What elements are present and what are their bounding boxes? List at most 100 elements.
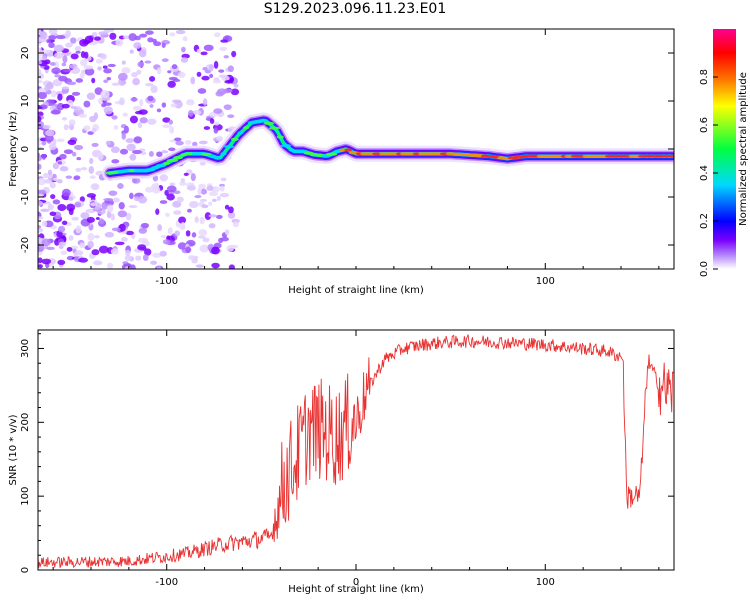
noise-blob xyxy=(48,35,57,41)
noise-blob xyxy=(71,151,77,157)
ridge-peak xyxy=(325,152,338,156)
colorbar-ticks: 0.0 0.2 0.4 0.6 0.8 xyxy=(699,69,718,277)
noise-blob xyxy=(196,48,201,54)
noise-blob xyxy=(166,193,175,201)
noise-blob xyxy=(137,122,143,129)
snr-marks xyxy=(38,334,674,569)
noise-blob xyxy=(48,143,57,151)
noise-blob xyxy=(117,72,128,81)
noise-blob xyxy=(122,35,130,40)
noise-blob xyxy=(118,201,125,210)
noise-blob xyxy=(167,227,173,235)
noise-blob xyxy=(171,99,182,104)
noise-blob xyxy=(57,161,63,165)
noise-blob xyxy=(199,244,210,253)
noise-blob xyxy=(38,87,47,93)
noise-blob xyxy=(185,140,192,145)
noise-blob xyxy=(106,76,112,81)
noise-blob xyxy=(112,197,120,203)
noise-blob xyxy=(126,143,136,152)
ridge-peak xyxy=(412,152,421,156)
noise-blob xyxy=(190,76,196,85)
noise-blob xyxy=(171,64,178,70)
noise-blob xyxy=(129,192,134,200)
noise-blob xyxy=(219,46,228,51)
noise-blob xyxy=(215,214,223,219)
colorbar-tick-label: 0.8 xyxy=(699,69,710,85)
ridge-peak xyxy=(263,121,275,125)
noise-blob xyxy=(106,204,114,213)
noise-blob xyxy=(147,37,154,43)
noise-blob xyxy=(199,216,205,225)
noise-blob xyxy=(213,60,219,69)
noise-blob xyxy=(125,230,134,236)
noise-blob xyxy=(181,46,186,53)
bottom-y-tick-label: 100 xyxy=(20,487,31,506)
noise-blob xyxy=(58,241,67,247)
noise-blob xyxy=(224,229,230,236)
noise-blob xyxy=(49,62,56,66)
noise-blob xyxy=(41,153,46,160)
ridge-peak xyxy=(259,118,268,123)
noise-blob xyxy=(71,216,79,221)
noise-blob xyxy=(233,83,239,88)
noise-blob xyxy=(38,264,43,269)
noise-blob xyxy=(57,203,67,212)
ridge-peak xyxy=(191,152,199,156)
noise-blob xyxy=(100,53,107,60)
noise-blob xyxy=(38,177,46,186)
noise-blob xyxy=(169,32,176,37)
noise-blob xyxy=(48,29,58,35)
noise-blob xyxy=(208,223,216,229)
noise-blob xyxy=(196,71,202,77)
noise-blob xyxy=(198,140,208,145)
ridge-peak xyxy=(276,135,284,139)
noise-blob xyxy=(170,103,178,108)
noise-blob xyxy=(175,140,184,146)
noise-blob xyxy=(218,237,224,244)
noise-blob xyxy=(187,109,194,117)
noise-blob xyxy=(203,44,214,52)
noise-blob xyxy=(213,32,221,38)
noise-blob xyxy=(107,63,116,68)
noise-blob xyxy=(46,38,51,44)
noise-blob xyxy=(38,227,44,233)
noise-blob xyxy=(202,66,208,71)
noise-blob xyxy=(121,60,126,65)
noise-blob xyxy=(98,31,109,36)
noise-blob xyxy=(199,161,206,166)
ridge-peak xyxy=(223,145,235,149)
noise-blob xyxy=(102,65,108,69)
noise-blob xyxy=(97,152,104,160)
noise-blob xyxy=(111,115,118,120)
noise-blob xyxy=(209,118,215,124)
noise-blob xyxy=(160,234,167,239)
noise-blob xyxy=(219,185,225,192)
noise-blob xyxy=(117,183,124,190)
noise-blob xyxy=(95,58,103,64)
noise-blob xyxy=(68,123,75,131)
noise-blob xyxy=(129,49,134,54)
noise-blob xyxy=(86,208,93,213)
noise-blob xyxy=(47,169,53,176)
noise-blob xyxy=(173,210,182,215)
noise-blob xyxy=(57,225,66,233)
noise-blob xyxy=(162,124,172,128)
noise-blob xyxy=(164,189,169,196)
noise-blob xyxy=(52,79,63,87)
noise-blob xyxy=(218,74,228,78)
colorbar-tick-label: 0.2 xyxy=(699,213,710,229)
noise-blob xyxy=(70,245,79,250)
noise-blob xyxy=(38,111,44,117)
noise-blob xyxy=(79,242,86,249)
noise-blob xyxy=(65,175,73,179)
top-y-tick-label: -20 xyxy=(20,237,31,253)
noise-blob xyxy=(94,87,103,95)
noise-blob xyxy=(125,138,135,144)
noise-blob xyxy=(56,102,65,111)
noise-blob xyxy=(61,188,71,197)
noise-blob xyxy=(142,254,149,261)
noise-blob xyxy=(227,65,234,73)
noise-blob xyxy=(204,212,212,220)
